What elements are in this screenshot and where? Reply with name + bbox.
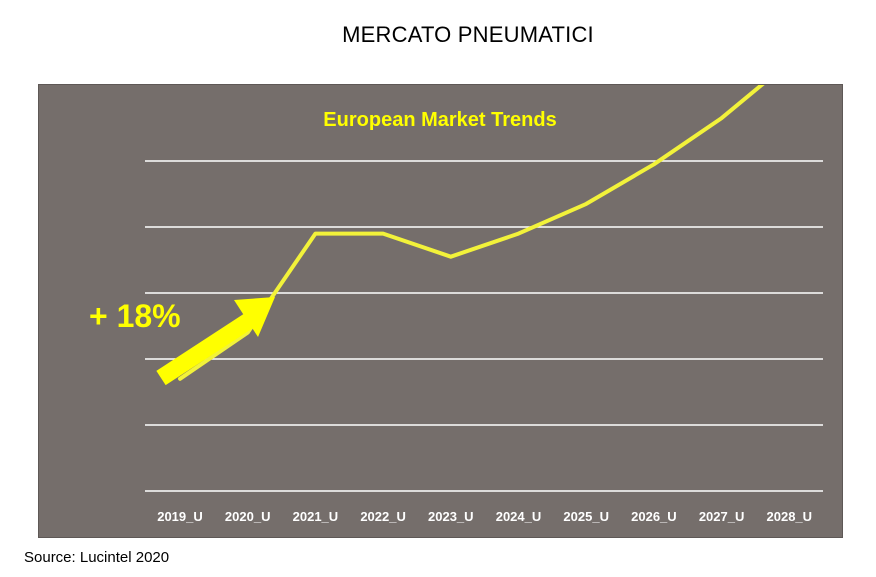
series-line [178,85,765,381]
data-point [314,233,316,235]
chart-title: European Market Trends [323,109,556,131]
growth-annotation-label: + 18% [89,298,181,334]
data-point [518,233,519,235]
data-point [450,256,452,258]
growth-arrow-head-icon [234,297,275,337]
data-point [247,332,249,334]
x-tick-label: 2023_U [428,509,474,524]
page-title: MERCATO PNEUMATICI [342,22,594,47]
x-axis-ticks: 2019_U 2020_U 2021_U 2022_U 2023_U 2024_U 2025… [157,509,812,524]
x-tick-label: 2022_U [360,509,406,524]
x-tick-label: 2027_U [699,509,745,524]
x-tick-label: 2019_U [157,509,203,524]
data-point [721,117,723,119]
x-tick-label: 2024_U [496,509,542,524]
chart-panel: European Market Trends 2019_U 2020_U 2021_… [38,84,843,538]
series-layer [178,85,765,381]
annotation-layer: + 18% [89,297,275,386]
data-point [653,163,655,165]
source-note: Source: Lucintel 2020 [24,549,170,566]
gridlines [145,160,823,492]
x-tick-label: 2021_U [293,509,339,524]
x-tick-label: 2020_U [225,509,271,524]
x-tick-label: 2025_U [563,509,609,524]
growth-arrow-icon [156,310,258,386]
x-tick-label: 2028_U [767,509,813,524]
x-tick-label: 2026_U [631,509,677,524]
data-point [585,203,587,205]
data-point [179,378,181,380]
line-chart: European Market Trends 2019_U 2020_U 2021_… [89,85,823,524]
data-point [382,233,384,235]
